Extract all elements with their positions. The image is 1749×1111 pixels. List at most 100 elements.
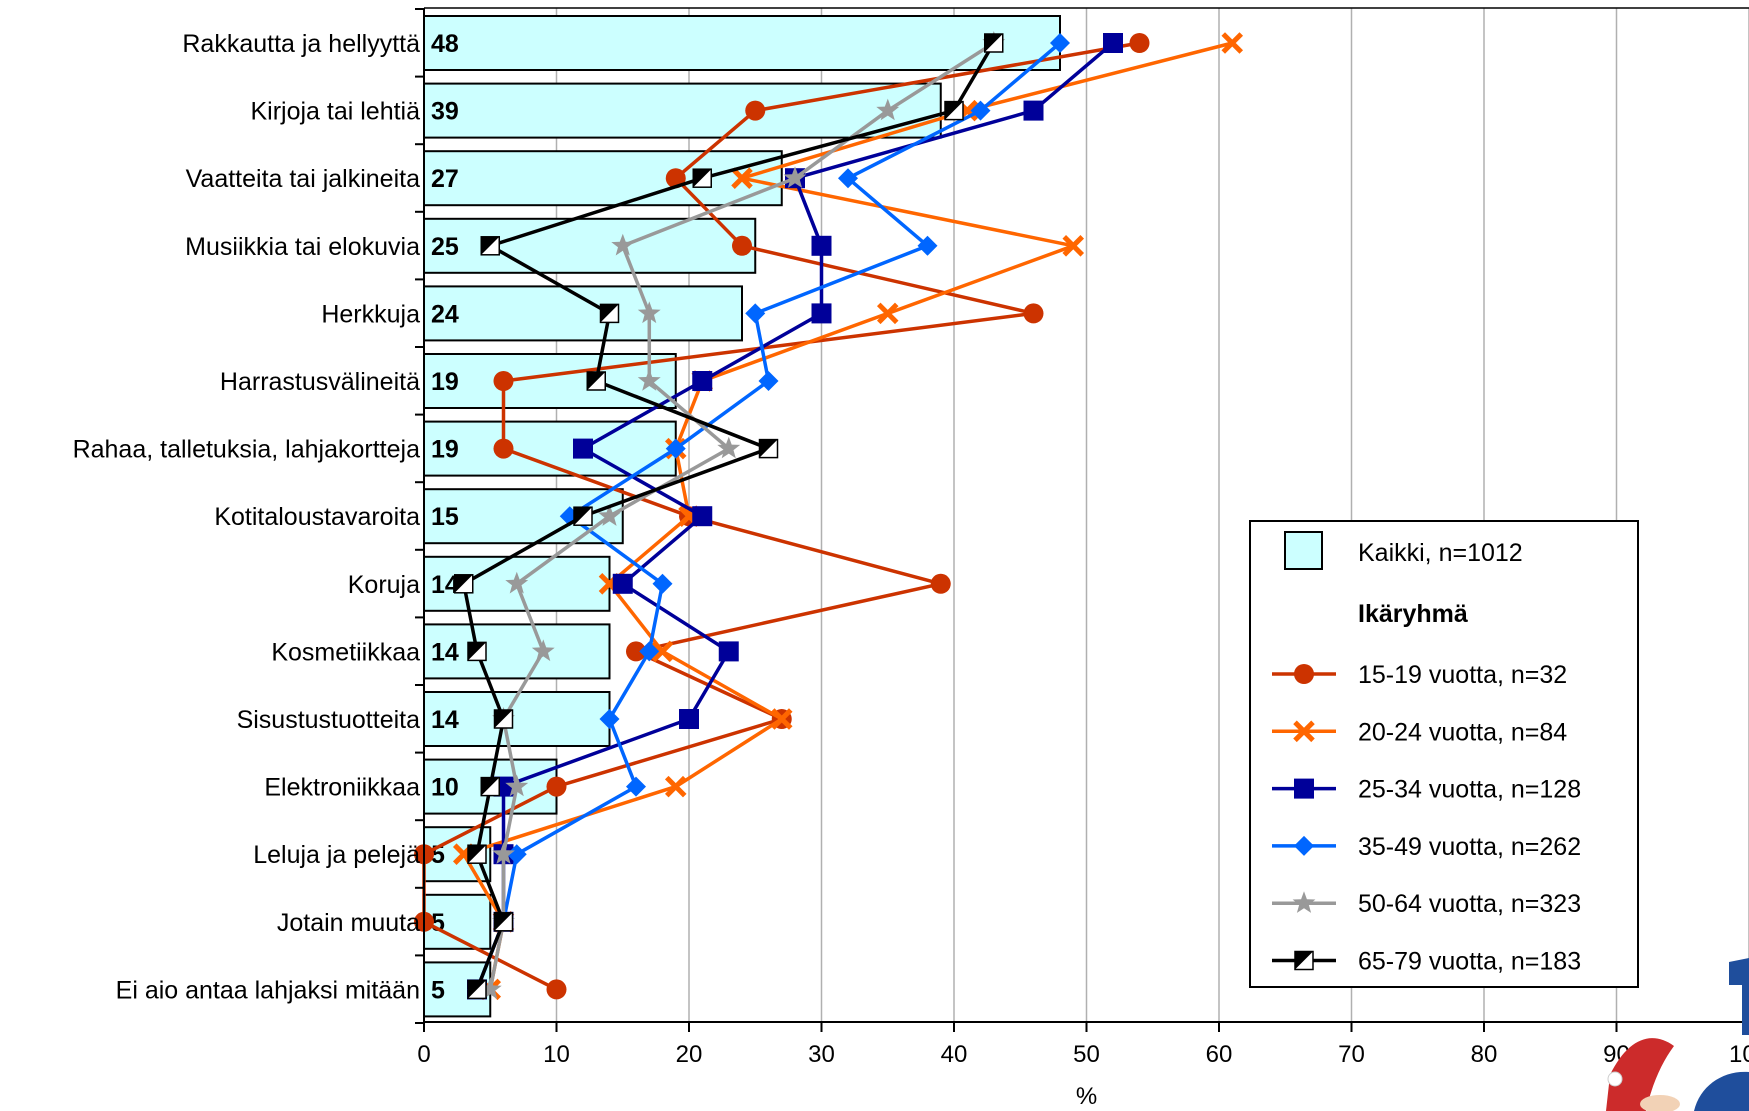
marker-shape: [1129, 33, 1150, 53]
marker-shape: [984, 34, 1003, 52]
marker-flag: [944, 100, 964, 121]
bar: [423, 691, 611, 747]
x-tick-label: 0: [417, 1041, 430, 1068]
marker-shape: [930, 573, 951, 594]
bar: [423, 285, 743, 342]
marker-square: [811, 303, 832, 324]
marker-square: [692, 371, 713, 391]
legend-group-title: Ikäryhmä: [1358, 600, 1468, 628]
marker-flag: [1294, 950, 1314, 971]
marker-diamond: [758, 371, 779, 391]
marker-star: [478, 977, 502, 1000]
x-tick-label: 40: [941, 1041, 968, 1068]
bar: [423, 353, 677, 409]
marker-shape: [546, 776, 567, 797]
marker-shape: [664, 775, 687, 798]
category-label: Kirjoja tai lehtiä: [250, 98, 420, 126]
marker-shape: [745, 303, 766, 324]
marker-shape: [838, 168, 858, 189]
marker-shape: [692, 506, 713, 527]
legend-label: 65-79 vuotta, n=183: [1358, 948, 1581, 976]
legend-label: 25-34 vuotta, n=128: [1358, 776, 1581, 804]
marker-square: [573, 438, 593, 459]
marker-circle: [493, 438, 514, 459]
marker-x: [1293, 720, 1315, 743]
marker-star: [717, 436, 741, 459]
x-tick-label: 30: [808, 1041, 835, 1068]
category-labels: Rakkautta ja hellyyttä Kirjoja tai lehtiä…: [73, 30, 421, 1004]
marker-shape: [1050, 33, 1070, 53]
marker-shape: [546, 979, 567, 1000]
marker-shape: [1294, 835, 1314, 856]
marker-square: [1294, 778, 1314, 799]
marker-x: [1062, 235, 1085, 257]
category-label: Kosmetiikkaa: [271, 638, 420, 666]
legend: Kaikki, n=1012 Ikäryhmä 15-19 vuotta, n=32…: [1249, 520, 1639, 988]
bar-value-label: 5: [431, 976, 445, 1004]
marker-shape: [770, 708, 793, 730]
marker-shape: [1294, 664, 1314, 684]
logo-blue-arc: [1694, 1071, 1749, 1111]
bar: [423, 150, 783, 207]
marker-shape: [626, 641, 646, 662]
marker-star: [598, 504, 621, 526]
marker-flag: [984, 33, 1004, 53]
marker-flag: [467, 979, 487, 1000]
bar-value-label: 39: [431, 98, 459, 126]
legend-box: [1249, 520, 1639, 988]
santa-hat-icon: [1606, 1038, 1674, 1111]
bar-value-label: 14: [431, 638, 459, 666]
category-label: Sisustustuotteita: [237, 706, 421, 734]
marker-shape: [637, 301, 661, 324]
marker-diamond: [917, 235, 938, 256]
marker-flag: [480, 776, 500, 797]
series-flag: [454, 33, 1004, 1000]
marker-shape: [454, 574, 473, 593]
marker-shape: [599, 709, 620, 729]
marker-square: [811, 235, 832, 256]
marker-diamond: [838, 168, 858, 189]
marker-square: [1023, 100, 1044, 121]
marker-shape: [759, 439, 778, 458]
marker-star: [876, 98, 900, 121]
marker-circle: [1023, 303, 1044, 324]
marker-star: [492, 842, 515, 864]
marker-shape: [1293, 720, 1315, 743]
category-label: Rahaa, talletuksia, lahjakortteja: [73, 436, 421, 464]
bar: [423, 623, 611, 680]
marker-flag: [493, 912, 514, 932]
marker-diamond: [506, 844, 527, 865]
marker-shape: [505, 774, 529, 797]
marker-shape: [468, 980, 486, 999]
marker-shape: [732, 235, 752, 256]
bar-value-label: 10: [431, 774, 459, 802]
marker-circle: [930, 573, 951, 594]
legend-item-bar: Kaikki, n=1012: [1284, 531, 1523, 570]
marker-flag: [467, 641, 487, 662]
marker-shape: [637, 369, 661, 391]
category-label: Rakkautta ja hellyyttä: [182, 30, 420, 58]
marker-shape: [612, 573, 633, 594]
x-tick-label: 100: [1729, 1041, 1749, 1068]
marker-shape: [1221, 32, 1244, 54]
marker-diamond: [665, 438, 686, 459]
marker-shape: [626, 776, 646, 797]
marker-shape: [758, 371, 779, 391]
marker-circle: [546, 979, 567, 1000]
marker-shape: [494, 710, 513, 728]
category-label: Jotain muuta: [277, 909, 420, 937]
bar-value-label: 24: [431, 300, 459, 328]
legend-label: 50-64 vuotta, n=323: [1358, 890, 1581, 918]
marker-flag: [692, 168, 712, 188]
marker-shape: [811, 303, 832, 324]
category-label: Elektroniikkaa: [264, 774, 420, 802]
bar-value-label: 25: [431, 233, 459, 261]
legend-item: 20-24 vuotta, n=84: [1272, 718, 1567, 746]
marker-shape: [506, 844, 527, 865]
marker-star: [637, 301, 661, 324]
category-label: Herkkuja: [321, 300, 420, 328]
x-tick-label: 20: [676, 1041, 703, 1068]
marker-circle: [626, 641, 646, 662]
marker-circle: [546, 776, 567, 797]
